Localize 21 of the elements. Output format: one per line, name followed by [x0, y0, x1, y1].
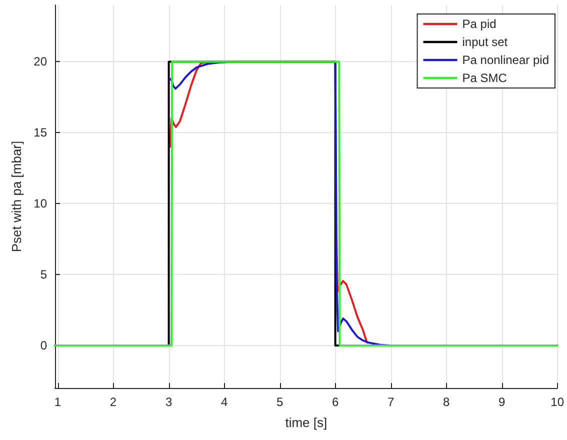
legend-label: Pa pid — [462, 17, 496, 31]
y-tick-label: 5 — [40, 268, 48, 282]
y-tick-label: 20 — [34, 54, 48, 69]
y-tick-label: 0 — [40, 338, 48, 352]
x-tick-label: 9 — [498, 395, 506, 409]
x-tick-label: 7 — [387, 395, 394, 409]
y-axis-title: Pset with pa [mbar] — [8, 140, 24, 252]
y-tick-label: 15 — [34, 126, 48, 140]
x-tick-label: 8 — [442, 395, 450, 409]
legend-label: Pa SMC — [462, 71, 508, 85]
x-axis-title: time [s] — [285, 415, 328, 430]
x-tick-label: 1 — [54, 395, 62, 409]
x-tick-label: 2 — [110, 395, 117, 409]
x-tick-label: 5 — [276, 395, 284, 409]
y-tick-label: 10 — [34, 196, 48, 211]
x-tick-label: 4 — [220, 395, 228, 409]
legend-label: Pa nonlinear pid — [462, 53, 550, 67]
x-tick-label: 3 — [165, 395, 172, 409]
legend-label: input set — [462, 35, 508, 49]
x-tick-label: 10 — [550, 395, 564, 409]
x-tick-label: 6 — [332, 395, 339, 409]
